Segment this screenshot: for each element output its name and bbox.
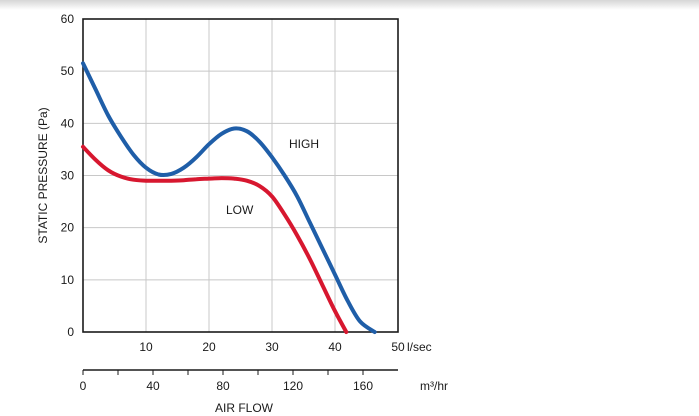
x-unit-label: l/sec bbox=[407, 340, 432, 354]
y-tick-label: 0 bbox=[67, 325, 74, 339]
x-tick-label: 50 bbox=[391, 340, 405, 354]
gridlines bbox=[83, 19, 398, 332]
x-tick-label: 40 bbox=[328, 340, 342, 354]
plot-frame bbox=[82, 18, 399, 333]
series-labels: HIGH LOW bbox=[226, 137, 319, 217]
x2-tick-label: 120 bbox=[283, 379, 303, 393]
secondary-x-axis: 0 40 80 120 160 bbox=[80, 369, 398, 393]
y-tick-label: 20 bbox=[61, 221, 75, 235]
x-tick-label: 20 bbox=[202, 340, 216, 354]
x2-unit-label: m³/hr bbox=[420, 379, 448, 393]
y-tick-label: 50 bbox=[61, 64, 75, 78]
x-tick-label: 10 bbox=[139, 340, 153, 354]
y-tick-label: 40 bbox=[61, 116, 75, 130]
x2-tick-label: 0 bbox=[80, 379, 87, 393]
top-shadow-band bbox=[0, 0, 699, 10]
series-label-low: LOW bbox=[226, 203, 254, 217]
y-tick-label: 10 bbox=[61, 273, 75, 287]
x-tick-label: 30 bbox=[265, 340, 279, 354]
series-line-low bbox=[81, 144, 349, 334]
series-lines bbox=[81, 61, 377, 334]
series-label-high: HIGH bbox=[289, 137, 319, 151]
x-axis-title: AIR FLOW bbox=[215, 401, 274, 415]
y-axis-title: STATIC PRESSURE (Pa) bbox=[36, 107, 50, 243]
y-tick-labels: 0 10 20 30 40 50 60 bbox=[61, 12, 75, 339]
series-line-high bbox=[81, 61, 377, 334]
x2-tick-label: 40 bbox=[146, 379, 160, 393]
x2-tick-label: 160 bbox=[353, 379, 373, 393]
x-tick-labels: 10 20 30 40 50 bbox=[139, 340, 405, 354]
y-tick-label: 30 bbox=[61, 169, 75, 183]
x2-tick-label: 80 bbox=[216, 379, 230, 393]
y-tick-label: 60 bbox=[61, 12, 75, 26]
